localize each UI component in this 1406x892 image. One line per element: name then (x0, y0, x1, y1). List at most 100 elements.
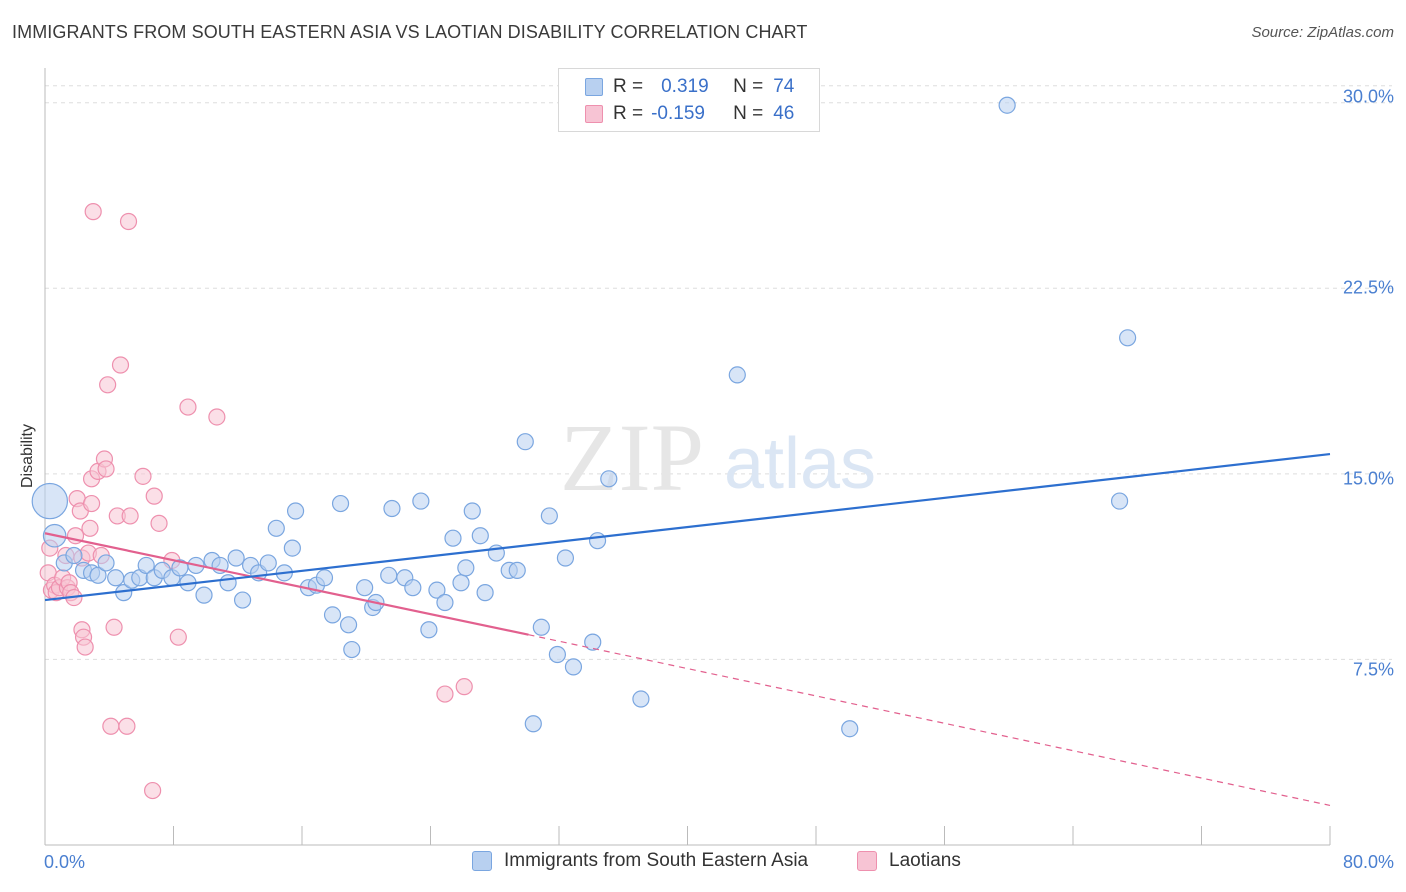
laotians-point (436, 685, 454, 703)
laotians-point (144, 781, 162, 800)
laotians-point (102, 717, 120, 735)
legend-n-label: N = (733, 103, 764, 124)
watermark-atlas: atlas (724, 424, 876, 504)
sea-point (65, 546, 83, 565)
x-tick-label-max: 80.0% (1342, 852, 1394, 872)
laotians-point (134, 467, 152, 485)
laotians-point (84, 203, 102, 221)
laotians-point (145, 487, 163, 505)
sea-point (728, 366, 746, 384)
sea-point (436, 593, 454, 612)
sea-point (227, 549, 245, 567)
sea-point (540, 507, 558, 525)
sea-point (356, 579, 374, 597)
y-tick-label-22-5: 22.5% (1342, 277, 1394, 298)
sea-point (219, 574, 237, 592)
sea-point (457, 559, 475, 577)
sea-point (476, 584, 494, 602)
sea-point (97, 554, 115, 572)
sea-point (532, 618, 550, 636)
sea-point (195, 586, 213, 604)
laotians-point (76, 638, 94, 656)
sea-point (1110, 492, 1129, 510)
laotians-point (455, 678, 473, 696)
chart-title: IMMIGRANTS FROM SOUTH EASTERN ASIA VS LA… (12, 22, 808, 42)
sea-point (233, 591, 252, 609)
laotians-point (118, 717, 136, 735)
bottom-legend-label-laotians: Laotians (889, 850, 961, 871)
sea-trend-line (44, 452, 1331, 602)
legend-n-value-sea: 74 (773, 76, 795, 97)
sea-point (89, 566, 107, 584)
legend-row-laotians: R = -0.159 N = 46 (585, 102, 794, 126)
sea-point (444, 529, 462, 547)
sea-point (841, 720, 859, 738)
sea-point (564, 658, 583, 676)
legend-swatch-blue (585, 78, 603, 96)
y-tick-label-30: 30.0% (1342, 86, 1394, 107)
sea-point (471, 527, 489, 545)
laotians-point (111, 356, 130, 374)
laotians-point (82, 494, 101, 513)
sea-point (632, 690, 650, 708)
x-tick-label-min: 0.0% (44, 852, 86, 872)
sea-point (31, 482, 69, 520)
y-tick-label-15: 15.0% (1342, 468, 1394, 489)
sea-point (259, 554, 277, 572)
laotians-point (105, 618, 123, 636)
sea-point (323, 606, 342, 624)
laotians-point (179, 398, 197, 416)
axes (44, 68, 1331, 846)
legend-r-label: R = (613, 76, 644, 97)
sea-point (1119, 329, 1137, 347)
sea-point (516, 433, 534, 451)
sea-points (31, 96, 1137, 738)
sea-point (331, 494, 350, 513)
legend-n-value-laotians: 46 (773, 103, 795, 124)
legend-swatch-pink (585, 105, 603, 123)
legend-r-value-laotians: -0.159 (651, 103, 705, 124)
laotians-point (208, 408, 226, 426)
legend-n-label: N = (733, 76, 764, 97)
sea-point (267, 519, 285, 537)
gridlines (45, 85, 1392, 660)
bottom-legend-label-sea: Immigrants from South Eastern Asia (504, 850, 809, 871)
sea-point (137, 556, 155, 575)
sea-point (556, 549, 575, 567)
laotians-point (150, 514, 168, 532)
laotians-point (121, 507, 139, 525)
bottom-legend-laotians: Laotians (857, 850, 961, 872)
sea-point (412, 492, 430, 510)
laotians-point (81, 519, 99, 537)
sea-point (428, 581, 446, 599)
laotians-point (97, 460, 115, 478)
sea-point (452, 574, 470, 592)
laotians-point (119, 212, 138, 231)
laotians-point (99, 376, 117, 394)
sea-point (463, 502, 481, 520)
sea-point (286, 502, 305, 520)
watermark-zip: ZIP (560, 404, 704, 511)
chart-source: Source: ZipAtlas.com (1251, 24, 1394, 41)
sea-point (380, 566, 398, 584)
watermark: ZIP atlas (560, 404, 876, 511)
legend-r-label: R = (613, 103, 644, 124)
laotians-point (169, 628, 187, 646)
laotians-trend-extension (528, 634, 1331, 806)
sea-point (343, 640, 361, 659)
legend-row-sea: R = 0.319 N = 74 (585, 75, 794, 99)
bottom-legend-sea: Immigrants from South Eastern Asia (472, 850, 808, 872)
bottom-legend-swatch-pink (857, 851, 877, 871)
sea-point (548, 645, 566, 664)
stats-legend: R = 0.319 N = 74 R = -0.159 N = 46 (558, 68, 820, 132)
sea-point (508, 561, 526, 579)
trend-lines (44, 452, 1331, 806)
laotians-points (39, 203, 473, 800)
sea-point (588, 532, 607, 550)
sea-point (420, 621, 438, 639)
y-tick-label-7-5: 7.5% (1352, 659, 1394, 680)
bottom-legend-swatch-blue (472, 851, 492, 871)
sea-point (383, 499, 401, 518)
legend-r-value-sea: 0.319 (661, 76, 709, 97)
